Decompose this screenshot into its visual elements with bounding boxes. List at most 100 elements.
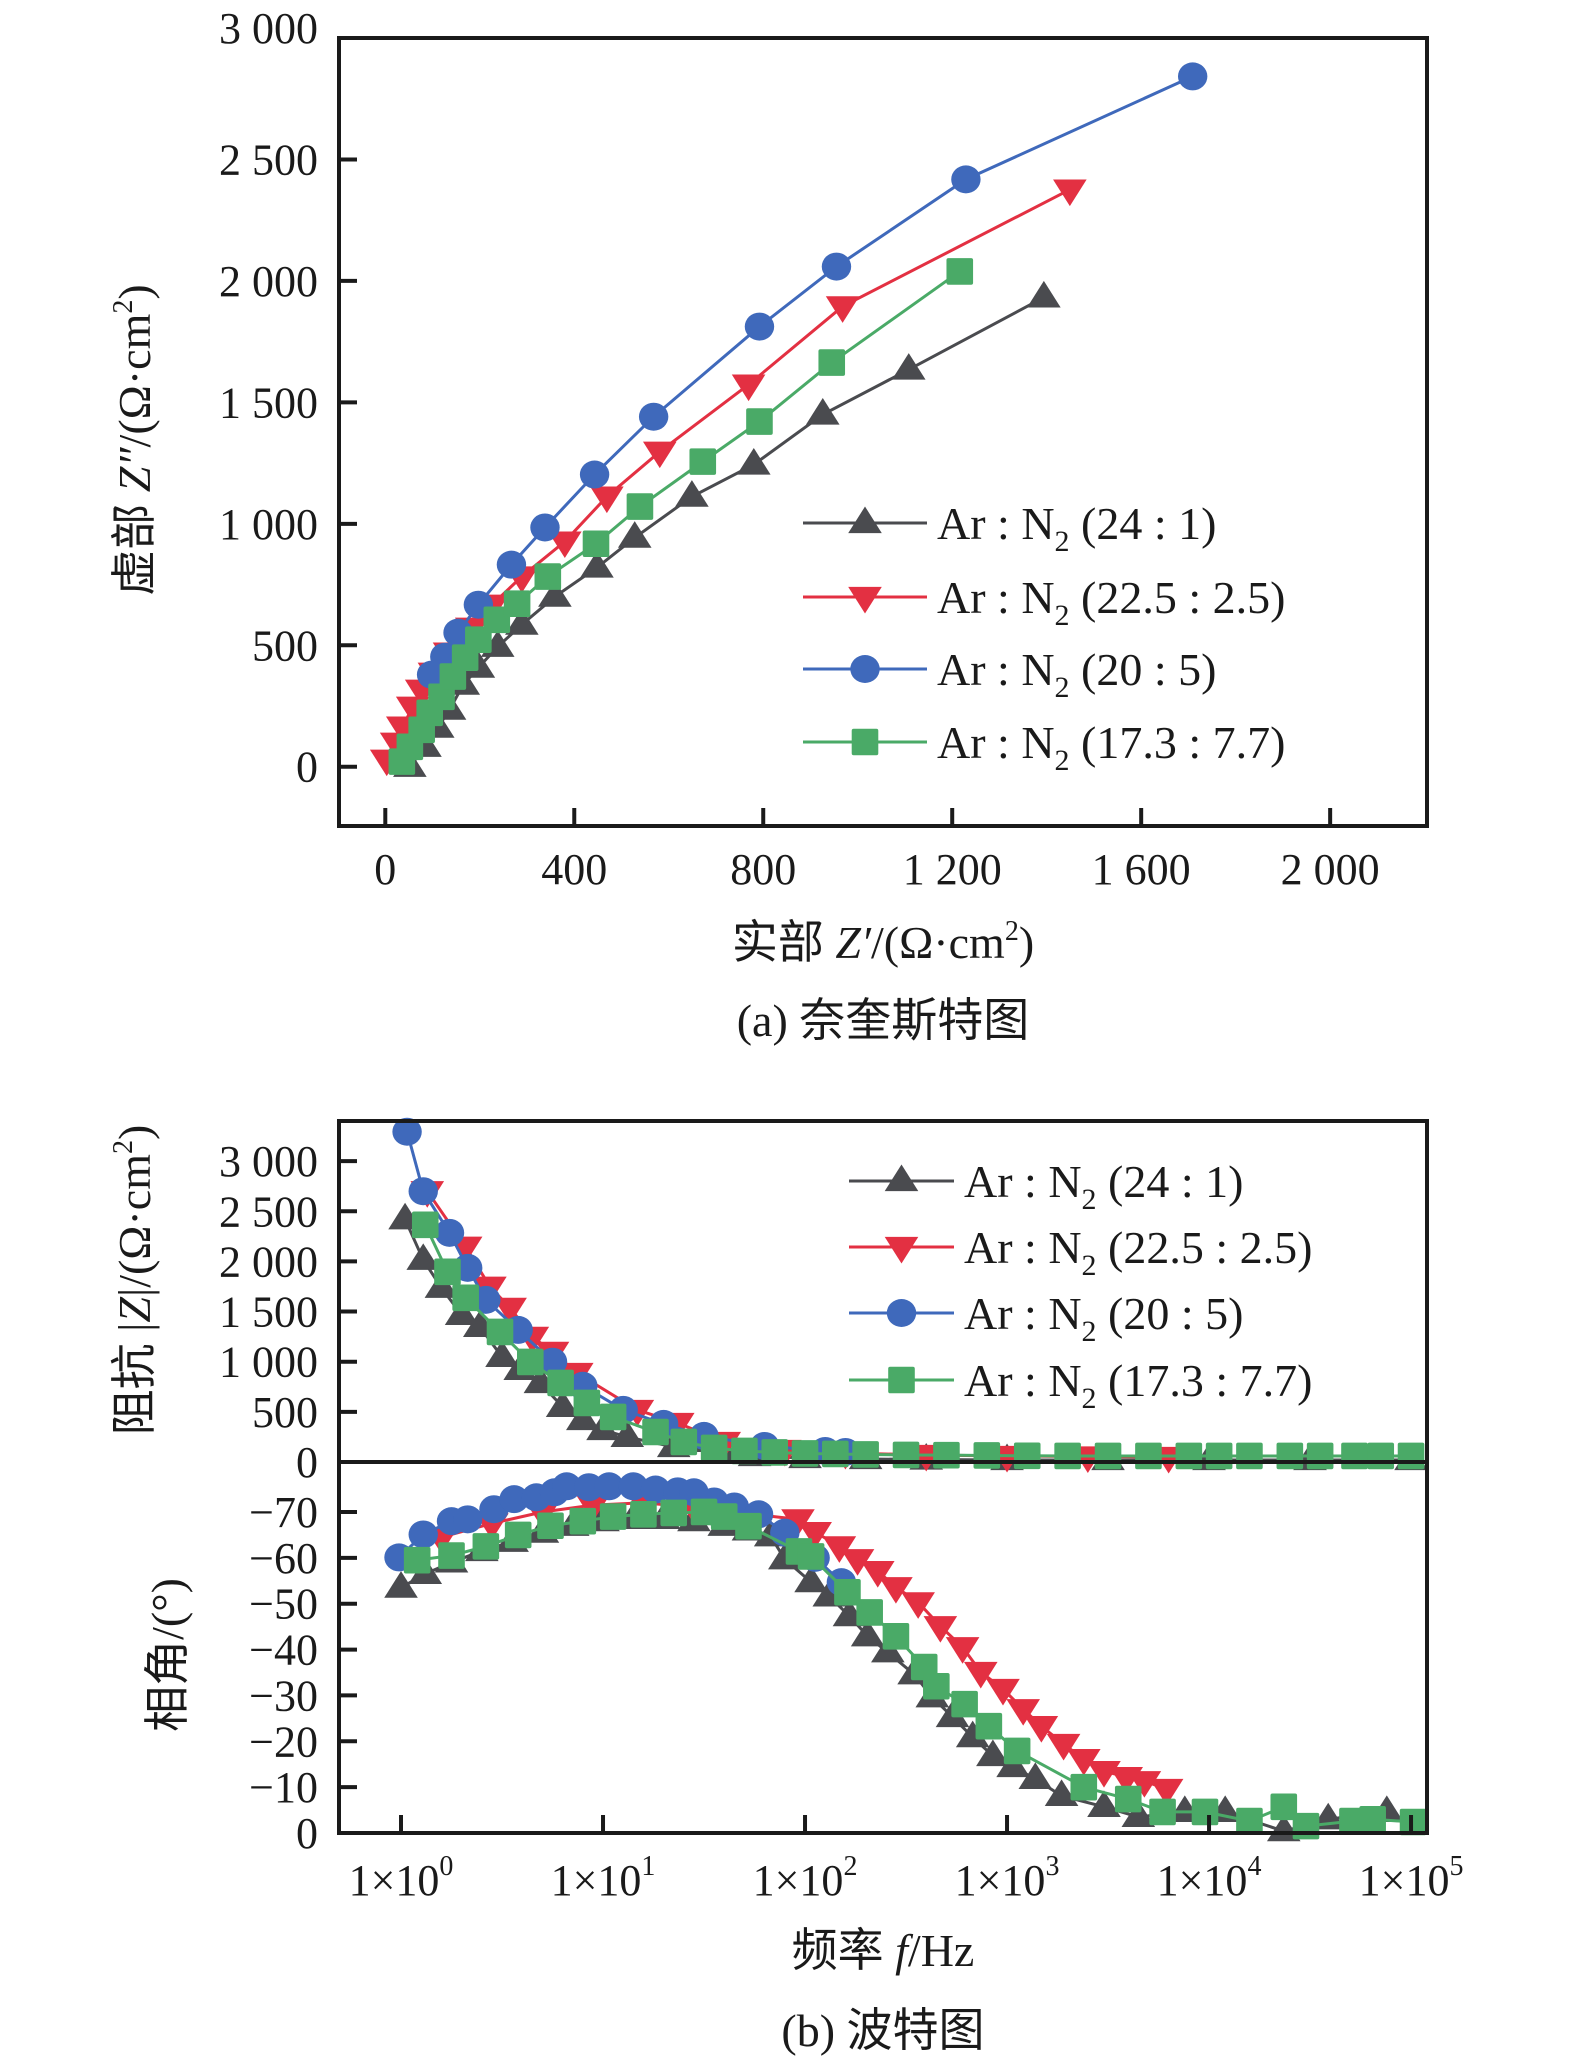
legend-marker <box>886 1299 917 1327</box>
nyquist-data-point <box>744 312 775 341</box>
bode-magnitude-point <box>547 1369 574 1397</box>
y-tick-label: 1 000 <box>219 1338 318 1387</box>
y-tick-label: −20 <box>249 1717 318 1766</box>
bode-phase-point <box>569 1507 597 1535</box>
nyquist-x-axis-label: 实部 Z′/(Ω·cm2) <box>732 916 1034 968</box>
bode-phase-y-ticks: 0−10−20−30−40−50−60−70 <box>249 1488 357 1858</box>
nyquist-series-line <box>400 270 961 763</box>
legend-item: Ar : N2 (24 : 1) <box>803 498 1216 558</box>
x-tick-label: 400 <box>541 845 607 894</box>
bode-magnitude-point <box>700 1434 728 1462</box>
bode-phase-point <box>630 1500 657 1528</box>
bode-phase-series-2 <box>384 1472 857 1597</box>
bode-magnitude-point <box>933 1441 960 1469</box>
bode-phase-point <box>794 1565 828 1593</box>
nyquist-data-point <box>642 441 677 469</box>
bode-magnitude-point <box>516 1348 544 1376</box>
nyquist-data-point <box>818 349 846 376</box>
bode-phase-point <box>403 1546 431 1574</box>
bode-magnitude-point <box>892 1441 920 1469</box>
legend-marker <box>848 586 882 614</box>
bode-phase-point <box>1236 1807 1263 1835</box>
bode-x-ticks: 1×100 1×101 1×102 1×103 1×104 1×105 <box>349 1815 1463 1905</box>
legend-label: Ar : N2 (17.3 : 7.7) <box>964 1355 1312 1415</box>
bode-phase-point <box>1149 1798 1176 1826</box>
bode-phase-point <box>1018 1762 1053 1789</box>
legend-label: Ar : N2 (20 : 5) <box>937 644 1216 704</box>
bode-magnitude-point <box>610 1420 645 1448</box>
legend-label: Ar : N2 (22.5 : 2.5) <box>964 1222 1312 1282</box>
bode-phase-point <box>822 1536 857 1563</box>
bode-phase-point <box>1003 1737 1031 1765</box>
bode-phase-series-0 <box>384 1502 1404 1842</box>
nyquist-data-point <box>825 296 860 323</box>
bode-magnitude-point <box>1205 1442 1233 1470</box>
nyquist-data-point <box>1053 179 1087 207</box>
bode-phase-line <box>400 1517 1387 1833</box>
legend-label: Ar : N2 (24 : 1) <box>964 1156 1243 1216</box>
bode-phase-point <box>976 1739 1010 1767</box>
y-tick-label: −30 <box>249 1671 318 1720</box>
nyquist-data-point <box>1177 62 1208 91</box>
x-tick-label: 1 200 <box>903 845 1002 894</box>
bode-phase-point <box>1359 1805 1386 1833</box>
bode-magnitude-point <box>1054 1442 1081 1470</box>
y-tick-label: 0 <box>296 1809 318 1858</box>
bode-magnitude-point <box>485 1340 519 1367</box>
bode-phase-point <box>710 1503 738 1530</box>
x-tick-label: 1 600 <box>1092 845 1191 894</box>
y-tick-label: −10 <box>249 1763 318 1812</box>
bode-phase-point <box>537 1512 564 1540</box>
nyquist-data-point <box>617 521 652 548</box>
bode-phase-point <box>408 1520 438 1549</box>
legend-marker <box>888 1366 915 1394</box>
bode-phase-point <box>975 1712 1003 1740</box>
bode-magnitude-point <box>486 1318 514 1346</box>
bode-magnitude-point <box>392 1117 422 1146</box>
bode-phase-point <box>1292 1812 1320 1840</box>
bode-magnitude-point <box>1135 1442 1162 1470</box>
bode-magnitude-point <box>406 1243 441 1270</box>
nyquist-data-point <box>590 486 624 514</box>
bode-magnitude-point <box>1094 1442 1122 1470</box>
legend-item: Ar : N2 (20 : 5) <box>803 644 1216 704</box>
legend-item: Ar : N2 (22.5 : 2.5) <box>803 572 1285 632</box>
bode-phase-point <box>834 1578 861 1606</box>
bode-phase-point <box>1399 1808 1427 1836</box>
bode-phase-point <box>850 1619 885 1647</box>
nyquist-data-point <box>483 606 511 634</box>
nyquist-data-point <box>638 402 669 431</box>
x-tick-label: 2 000 <box>1281 845 1380 894</box>
bode-magnitude-point <box>599 1403 627 1431</box>
nyquist-y-ticks: 0 500 1 000 1 500 2 000 2 500 3 000 <box>219 4 357 792</box>
bode-phase-point <box>384 1571 418 1598</box>
bode-phase-point <box>640 1475 671 1504</box>
bode-phase-point <box>499 1485 529 1514</box>
bode-phase-point <box>438 1542 465 1569</box>
bode-magnitude-point <box>642 1418 669 1446</box>
bode-phase-point <box>735 1512 762 1540</box>
nyquist-data-point <box>736 448 771 475</box>
bode-phase-point <box>860 1561 895 1588</box>
nyquist-data-point <box>805 398 840 425</box>
nyquist-data-point <box>579 460 610 489</box>
legend-marker <box>850 655 880 683</box>
nyquist-data-point <box>548 531 582 559</box>
nyquist-data-point <box>626 493 654 520</box>
bode-phase-point <box>504 1521 532 1549</box>
bode-magnitude-point <box>761 1439 789 1466</box>
nyquist-data-point <box>496 550 527 579</box>
bode-phase-point <box>618 1472 649 1501</box>
nyquist-data-point <box>746 408 773 435</box>
bode-phase-point <box>986 1678 1020 1706</box>
bode-magnitude-point <box>1175 1442 1203 1470</box>
bode-phase-point <box>879 1577 913 1604</box>
bode-phase-point <box>856 1599 883 1626</box>
bode-phase-point <box>1339 1807 1366 1835</box>
nyquist-data-point <box>946 258 974 285</box>
x-tick-label: 0 <box>374 845 396 894</box>
bode-magnitude-point <box>408 1177 438 1206</box>
bode-phase-point <box>452 1505 483 1534</box>
bode-phase-point <box>955 1720 990 1748</box>
